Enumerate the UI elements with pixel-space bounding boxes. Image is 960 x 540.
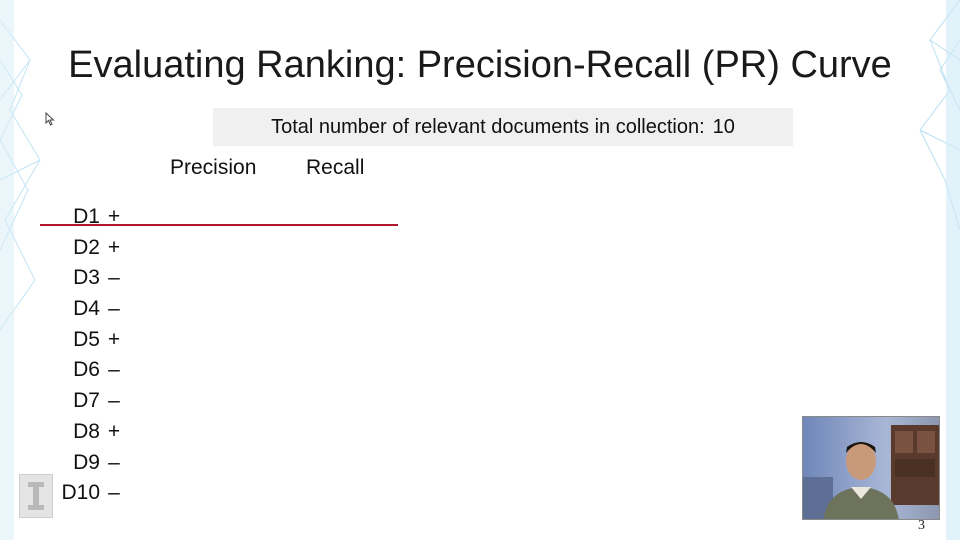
list-item: D5 + — [58, 325, 124, 356]
document-id: D7 — [73, 389, 100, 413]
relevance-mark: + — [107, 327, 121, 351]
list-item: D8 + — [58, 417, 124, 448]
relevance-mark: – — [108, 481, 120, 505]
presenter-webcam — [802, 416, 940, 520]
list-item: D4– — [58, 294, 124, 325]
relevant-count-value: 10 — [712, 115, 735, 138]
relevant-count-label: Total number of relevant documents in co… — [271, 115, 705, 138]
document-id: D2 — [73, 235, 100, 259]
relevance-mark: – — [108, 450, 120, 474]
precision-column-header: Precision — [170, 156, 257, 179]
list-item: D6– — [58, 355, 124, 386]
list-item: D10– — [58, 478, 124, 509]
document-id: D3 — [73, 266, 100, 290]
relevance-mark: – — [108, 358, 120, 382]
ranked-document-list: D1 + D2 + D3– D4– D5 + D6– D7– D8 + D9– D10– — [58, 202, 124, 509]
list-item: D3– — [58, 263, 124, 294]
document-id: D5 — [73, 327, 100, 351]
slide-title: Evaluating Ranking: Precision-Recall (PR… — [68, 44, 892, 86]
university-logo-icon — [19, 474, 53, 518]
relevance-mark: + — [107, 235, 121, 259]
page-number: 3 — [918, 518, 925, 533]
list-item: D7– — [58, 386, 124, 417]
relevance-mark: – — [108, 389, 120, 413]
list-item: D9– — [58, 448, 124, 479]
relevance-mark: + — [107, 419, 121, 443]
recall-column-header: Recall — [306, 156, 365, 179]
mouse-pointer-icon — [45, 112, 55, 126]
relevance-mark: – — [108, 266, 120, 290]
document-id: D4 — [73, 297, 100, 321]
list-item: D1 + — [58, 202, 124, 233]
relevant-count-box: Total number of relevant documents in co… — [213, 108, 793, 146]
document-id: D1 — [73, 205, 100, 228]
document-id: D8 — [73, 419, 100, 443]
list-item: D2 + — [58, 233, 124, 264]
relevance-mark: + — [107, 205, 121, 228]
rank-cutoff-line — [40, 224, 398, 226]
document-id: D10 — [61, 481, 100, 505]
relevance-mark: – — [108, 297, 120, 321]
presenter-video-frame — [803, 417, 939, 519]
document-id: D6 — [73, 358, 100, 382]
logo-glyph — [28, 482, 44, 510]
document-id: D9 — [73, 450, 100, 474]
